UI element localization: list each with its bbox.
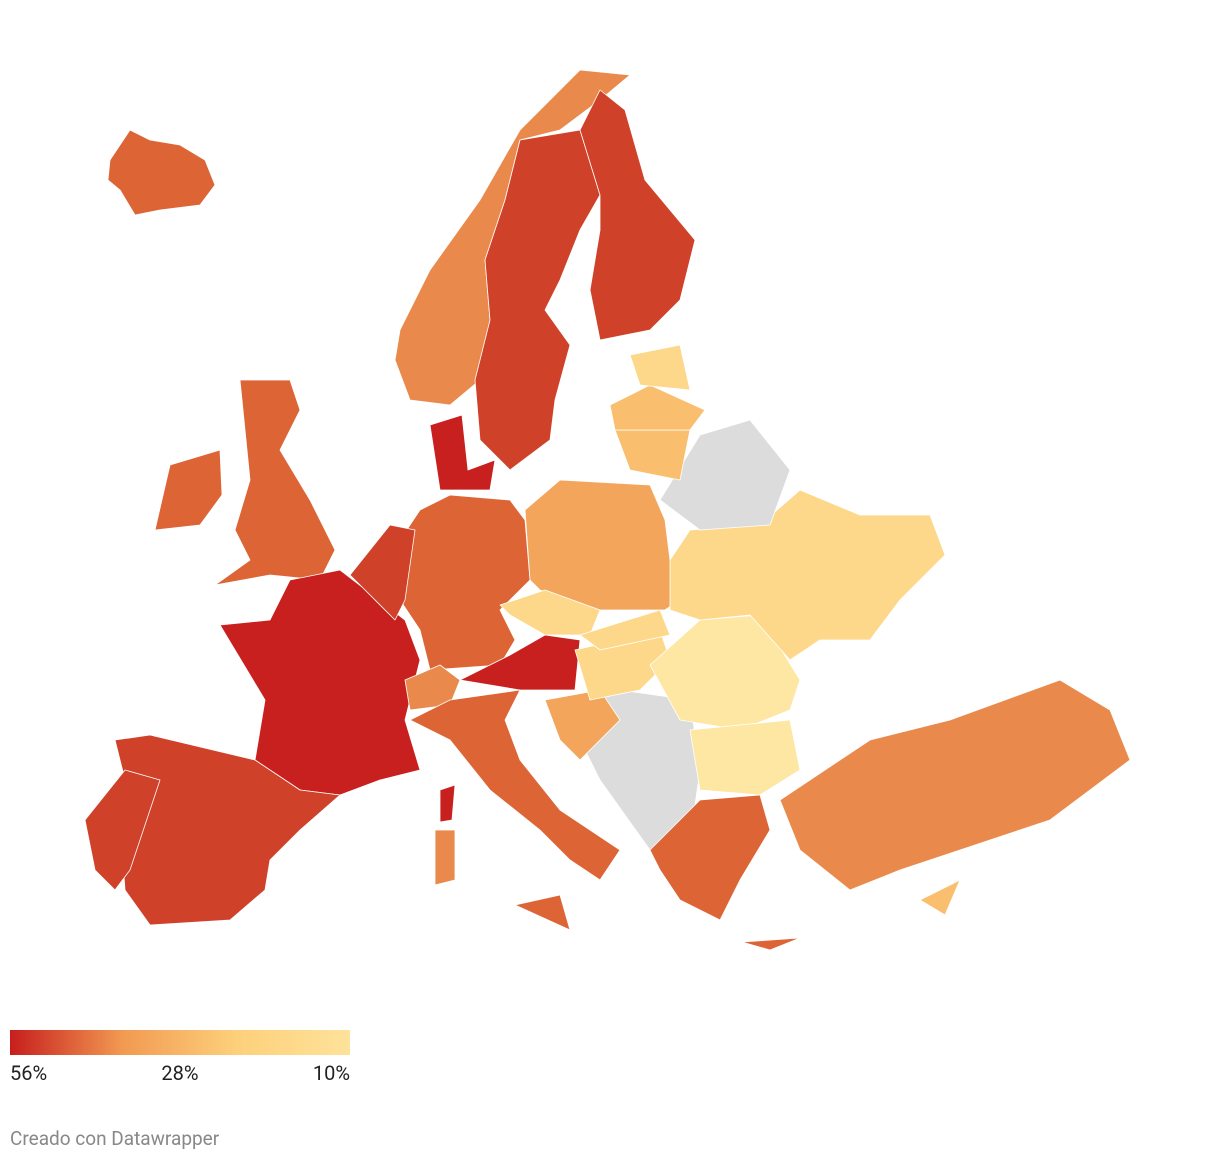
- legend-label: 56%: [10, 1061, 47, 1085]
- country: [579, 609, 671, 651]
- country: [919, 879, 961, 916]
- country: [84, 769, 161, 891]
- country: [214, 379, 336, 586]
- country: [609, 384, 706, 431]
- country: [524, 479, 681, 611]
- country: [349, 524, 416, 621]
- legend-label: 28%: [161, 1061, 198, 1085]
- country: [107, 129, 216, 216]
- country: [514, 894, 571, 931]
- country: [629, 344, 691, 391]
- country: [154, 449, 223, 531]
- country: [741, 937, 801, 951]
- country: [474, 129, 601, 471]
- footer: Creado con Datawrapper: [10, 1127, 220, 1150]
- country: [404, 664, 461, 711]
- country: [429, 414, 496, 491]
- country: [409, 689, 621, 881]
- legend-gradient: [10, 1030, 350, 1055]
- map: [84, 69, 1131, 951]
- country: [689, 719, 801, 796]
- country: [659, 419, 791, 531]
- country: [614, 429, 691, 481]
- legend-label: 10%: [313, 1061, 350, 1085]
- country: [439, 784, 456, 823]
- country: [434, 829, 456, 886]
- legend: 56% 28% 10%: [10, 1061, 350, 1085]
- country: [399, 494, 531, 671]
- country: [649, 794, 771, 921]
- country: [779, 679, 1131, 891]
- country: [579, 89, 696, 341]
